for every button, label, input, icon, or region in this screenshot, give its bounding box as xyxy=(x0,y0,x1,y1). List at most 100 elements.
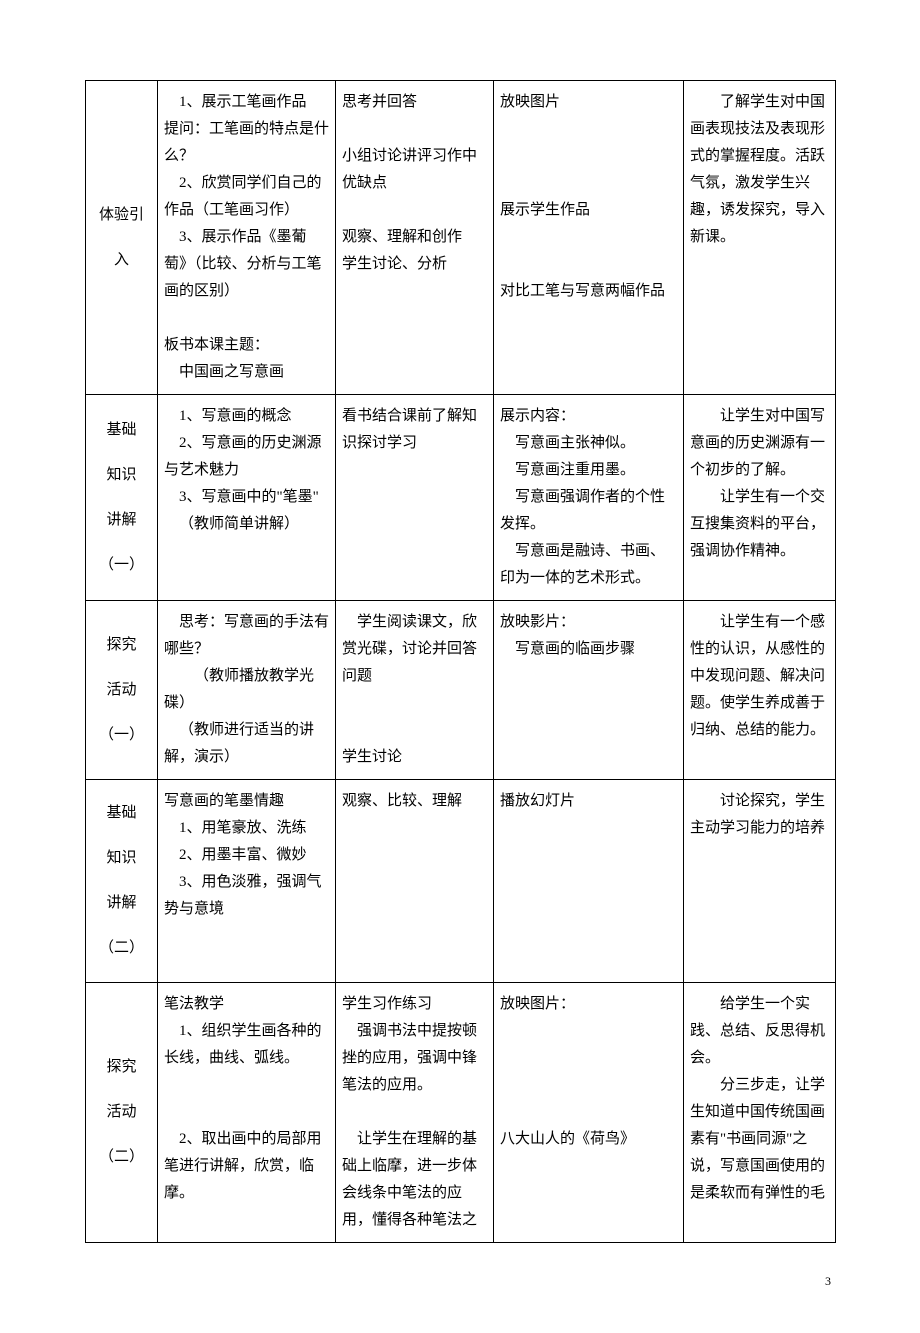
cell-text: 了解学生对中国画表现技法及表现形式的掌握程度。活跃气氛，激发学生兴趣，诱发探究，… xyxy=(690,89,829,251)
stage-label: 基础知识讲解（二） xyxy=(86,780,158,983)
cell-text: 强调书法中提按顿挫的应用，强调中锋笔法的应用。 xyxy=(342,1018,487,1099)
cell-text xyxy=(500,224,677,251)
cell-text: 提问：工笔画的特点是什么？ xyxy=(164,116,329,170)
cell-text xyxy=(342,690,487,717)
cell-text: 讨论探究，学生主动学习能力的培养 xyxy=(690,788,829,842)
table-cell: 放映图片 展示学生作品 对比工笔与写意两幅作品 xyxy=(494,81,684,395)
cell-text xyxy=(500,143,677,170)
cell-text: 2、写意画的历史渊源与艺术魅力 xyxy=(164,430,329,484)
cell-text xyxy=(500,1099,677,1126)
cell-text: 给学生一个实践、总结、反思得机会。 xyxy=(690,991,829,1072)
table-cell: 学生习作练习强调书法中提按顿挫的应用，强调中锋笔法的应用。 让学生在理解的基础上… xyxy=(336,983,494,1243)
cell-text: 3、用色淡雅，强调气势与意境 xyxy=(164,869,329,923)
cell-text: 写意画是融诗、书画、印为一体的艺术形式。 xyxy=(500,538,677,592)
cell-text: 学生讨论 xyxy=(342,744,487,771)
table-cell: 展示内容：写意画主张神似。写意画注重用墨。写意画强调作者的个性发挥。写意画是融诗… xyxy=(494,395,684,601)
cell-text: 放映图片： xyxy=(500,991,677,1018)
cell-text: 播放幻灯片 xyxy=(500,788,677,815)
cell-text: 思考：写意画的手法有哪些？ xyxy=(164,609,329,663)
cell-text: 学生习作练习 xyxy=(342,991,487,1018)
table-cell: 看书结合课前了解知识探讨学习 xyxy=(336,395,494,601)
cell-text xyxy=(342,717,487,744)
table-cell: 给学生一个实践、总结、反思得机会。分三步走，让学生知道中国传统国画素有"书画同源… xyxy=(684,983,836,1243)
cell-text xyxy=(342,197,487,224)
cell-text: （教师简单讲解） xyxy=(164,511,329,538)
cell-text: （教师进行适当的讲解，演示） xyxy=(164,717,329,771)
cell-text: 1、组织学生画各种的长线，曲线、弧线。 xyxy=(164,1018,329,1072)
cell-text: 板书本课主题： xyxy=(164,332,329,359)
table-cell: 放映影片：写意画的临画步骤 xyxy=(494,601,684,780)
cell-text: 小组讨论讲评习作中优缺点 xyxy=(342,143,487,197)
table-cell: 播放幻灯片 xyxy=(494,780,684,983)
table-row: 探究活动（一）思考：写意画的手法有哪些？（教师播放教学光碟）（教师进行适当的讲解… xyxy=(86,601,836,780)
table-cell: 思考并回答 小组讨论讲评习作中优缺点 观察、理解和创作学生讨论、分析 xyxy=(336,81,494,395)
cell-text: 3、展示作品《墨葡萄》（比较、分析与工笔画的区别） xyxy=(164,224,329,305)
cell-text: 让学生在理解的基础上临摩，进一步体会线条中笔法的应用，懂得各种笔法之 xyxy=(342,1126,487,1234)
table-cell: 讨论探究，学生主动学习能力的培养 xyxy=(684,780,836,983)
cell-text xyxy=(500,1072,677,1099)
cell-text: 学生讨论、分析 xyxy=(342,251,487,278)
cell-text: 思考并回答 xyxy=(342,89,487,116)
cell-text xyxy=(500,116,677,143)
cell-text: 笔法教学 xyxy=(164,991,329,1018)
cell-text: 放映图片 xyxy=(500,89,677,116)
cell-text xyxy=(164,1072,329,1099)
cell-text: 对比工笔与写意两幅作品 xyxy=(500,278,677,305)
cell-text xyxy=(342,116,487,143)
cell-text: 让学生有一个感性的认识，从感性的中发现问题、解决问题。使学生养成善于归纳、总结的… xyxy=(690,609,829,744)
cell-text: 写意画的临画步骤 xyxy=(500,636,677,663)
cell-text: 写意画注重用墨。 xyxy=(500,457,677,484)
cell-text: 中国画之写意画 xyxy=(164,359,329,386)
cell-text: 展示内容： xyxy=(500,403,677,430)
cell-text: 写意画的笔墨情趣 xyxy=(164,788,329,815)
table-row: 基础知识讲解（二）写意画的笔墨情趣1、用笔豪放、洗练2、用墨丰富、微妙3、用色淡… xyxy=(86,780,836,983)
table-cell: 1、展示工笔画作品提问：工笔画的特点是什么？2、欣赏同学们自己的作品（工笔画习作… xyxy=(158,81,336,395)
cell-text xyxy=(164,1099,329,1126)
table-cell: 1、写意画的概念2、写意画的历史渊源与艺术魅力3、写意画中的"笔墨"（教师简单讲… xyxy=(158,395,336,601)
cell-text: 写意画主张神似。 xyxy=(500,430,677,457)
cell-text: 观察、理解和创作 xyxy=(342,224,487,251)
table-cell: 观察、比较、理解 xyxy=(336,780,494,983)
cell-text: 放映影片： xyxy=(500,609,677,636)
cell-text: 学生阅读课文，欣赏光碟，讨论并回答问题 xyxy=(342,609,487,690)
cell-text: （教师播放教学光碟） xyxy=(164,663,329,717)
cell-text: 1、用笔豪放、洗练 xyxy=(164,815,329,842)
cell-text: 写意画强调作者的个性发挥。 xyxy=(500,484,677,538)
cell-text xyxy=(500,170,677,197)
stage-label: 体验引入 xyxy=(86,81,158,395)
table-row: 探究活动（二）笔法教学1、组织学生画各种的长线，曲线、弧线。 2、取出画中的局部… xyxy=(86,983,836,1243)
cell-text: 1、展示工笔画作品 xyxy=(164,89,329,116)
table-cell: 笔法教学1、组织学生画各种的长线，曲线、弧线。 2、取出画中的局部用笔进行讲解，… xyxy=(158,983,336,1243)
cell-text: 看书结合课前了解知识探讨学习 xyxy=(342,403,487,457)
cell-text: 八大山人的《荷鸟》 xyxy=(500,1126,677,1153)
cell-text xyxy=(500,1018,677,1045)
table-row: 基础知识讲解（一）1、写意画的概念2、写意画的历史渊源与艺术魅力3、写意画中的"… xyxy=(86,395,836,601)
stage-label: 基础知识讲解（一） xyxy=(86,395,158,601)
table-cell: 了解学生对中国画表现技法及表现形式的掌握程度。活跃气氛，激发学生兴趣，诱发探究，… xyxy=(684,81,836,395)
page-number: 3 xyxy=(85,1271,835,1293)
table-cell: 让学生有一个感性的认识，从感性的中发现问题、解决问题。使学生养成善于归纳、总结的… xyxy=(684,601,836,780)
stage-label: 探究活动（一） xyxy=(86,601,158,780)
table-cell: 写意画的笔墨情趣1、用笔豪放、洗练2、用墨丰富、微妙3、用色淡雅，强调气势与意境 xyxy=(158,780,336,983)
cell-text: 观察、比较、理解 xyxy=(342,788,487,815)
table-cell: 思考：写意画的手法有哪些？（教师播放教学光碟）（教师进行适当的讲解，演示） xyxy=(158,601,336,780)
cell-text: 3、写意画中的"笔墨" xyxy=(164,484,329,511)
cell-text: 分三步走，让学生知道中国传统国画素有"书画同源"之说，写意国画使用的是柔软而有弹… xyxy=(690,1072,829,1207)
table-row: 体验引入1、展示工笔画作品提问：工笔画的特点是什么？2、欣赏同学们自己的作品（工… xyxy=(86,81,836,395)
cell-text: 让学生有一个交互搜集资料的平台，强调协作精神。 xyxy=(690,484,829,565)
cell-text: 让学生对中国写意画的历史渊源有一个初步的了解。 xyxy=(690,403,829,484)
cell-text: 展示学生作品 xyxy=(500,197,677,224)
stage-label: 探究活动（二） xyxy=(86,983,158,1243)
table-cell: 学生阅读课文，欣赏光碟，讨论并回答问题 学生讨论 xyxy=(336,601,494,780)
cell-text: 1、写意画的概念 xyxy=(164,403,329,430)
cell-text: 2、用墨丰富、微妙 xyxy=(164,842,329,869)
cell-text xyxy=(500,1045,677,1072)
cell-text: 2、欣赏同学们自己的作品（工笔画习作） xyxy=(164,170,329,224)
cell-text xyxy=(500,251,677,278)
lesson-plan-table: 体验引入1、展示工笔画作品提问：工笔画的特点是什么？2、欣赏同学们自己的作品（工… xyxy=(85,80,836,1243)
cell-text xyxy=(342,1099,487,1126)
table-cell: 让学生对中国写意画的历史渊源有一个初步的了解。让学生有一个交互搜集资料的平台，强… xyxy=(684,395,836,601)
cell-text: 2、取出画中的局部用笔进行讲解，欣赏，临摩。 xyxy=(164,1126,329,1207)
cell-text xyxy=(164,305,329,332)
table-cell: 放映图片： 八大山人的《荷鸟》 xyxy=(494,983,684,1243)
